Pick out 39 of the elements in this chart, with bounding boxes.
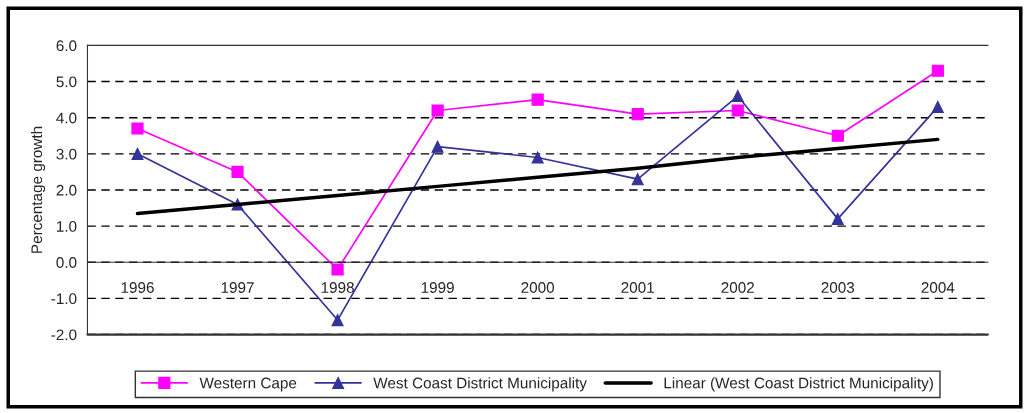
x-tick-label: 1999	[421, 282, 454, 293]
point	[131, 147, 144, 160]
x-tick-label: 2000	[521, 282, 555, 293]
x-tick-label: 1996	[121, 282, 154, 293]
legend-label: Western Cape	[199, 377, 297, 392]
point	[431, 104, 444, 117]
y-tick-label: 0.0	[56, 257, 77, 268]
x-tick-label: 2001	[621, 282, 654, 293]
point	[331, 314, 344, 327]
x-tick-label: 1998	[321, 282, 354, 293]
x-tick-label: 2004	[921, 282, 955, 293]
y-axis-title: Percentage growth	[30, 126, 46, 253]
point	[731, 89, 744, 103]
point	[431, 140, 444, 153]
y-tick-label: 1.0	[56, 220, 77, 232]
point	[131, 122, 144, 135]
point	[931, 100, 944, 113]
point	[531, 151, 544, 164]
y-tick-label: -2.0	[51, 329, 77, 341]
x-tick-label: 2002	[721, 282, 754, 293]
point	[531, 93, 544, 106]
y-tick-label: 6.0	[56, 40, 77, 52]
legend-label: Linear (West Coast District Municipality)	[664, 377, 933, 392]
point	[331, 263, 344, 276]
y-tick-label: 2.0	[56, 184, 77, 196]
x-tick-label: 1997	[221, 282, 254, 293]
point	[831, 129, 844, 142]
point	[931, 64, 944, 77]
y-tick-label: -1.0	[51, 293, 77, 305]
point	[831, 212, 844, 225]
legend-label: West Coast District Municipality	[373, 377, 587, 392]
point	[731, 104, 744, 117]
y-tick-label: 3.0	[56, 148, 77, 160]
y-tick-label: 4.0	[56, 112, 77, 124]
x-tick-label: 2003	[821, 282, 855, 293]
y-tick-label: 5.0	[56, 76, 77, 88]
point	[231, 165, 244, 178]
point	[631, 108, 644, 121]
point	[631, 173, 644, 186]
